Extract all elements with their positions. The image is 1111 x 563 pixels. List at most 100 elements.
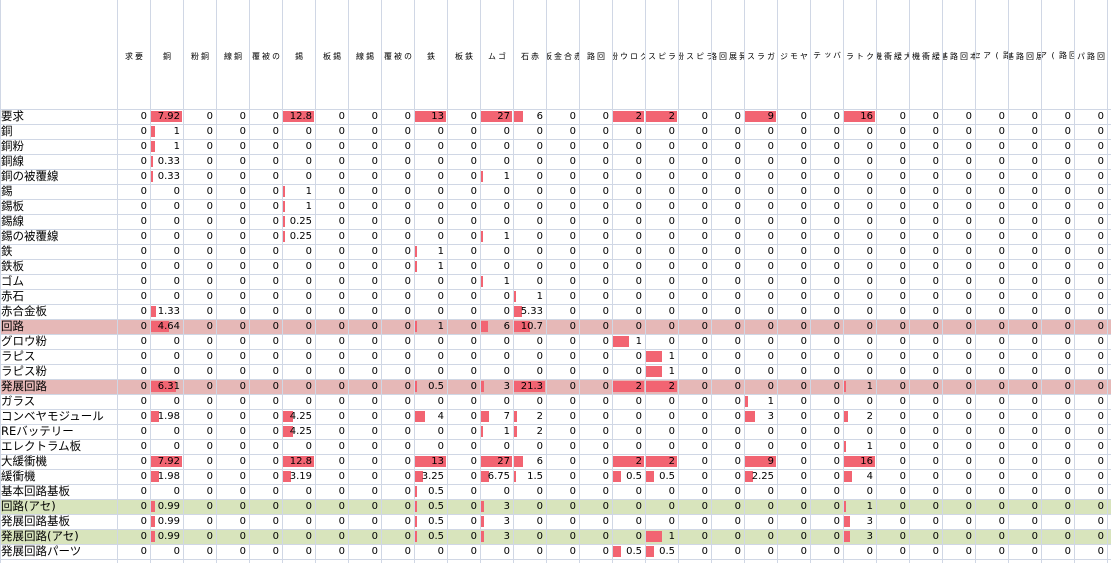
cell-value[interactable]: 0 (569, 516, 576, 527)
cell-value[interactable]: 0 (239, 276, 246, 287)
cell-value[interactable]: 0 (1064, 456, 1071, 467)
cell-value[interactable]: 0 (404, 186, 411, 197)
cell-value[interactable]: 0 (1064, 471, 1071, 482)
cell-value[interactable]: 0 (602, 231, 609, 242)
cell-value[interactable]: 0 (206, 426, 213, 437)
cell-value[interactable]: 0 (536, 486, 543, 497)
cell-value[interactable]: 0 (701, 291, 708, 302)
cell-value[interactable]: 0 (1097, 531, 1104, 542)
cell-value[interactable]: 0 (338, 321, 345, 332)
cell-value[interactable]: 9 (767, 111, 774, 122)
cell-value[interactable]: 0 (1031, 216, 1038, 227)
cell-value[interactable]: 0 (437, 426, 444, 437)
cell-value[interactable]: 0 (206, 411, 213, 422)
cell-value[interactable]: 0 (470, 321, 477, 332)
cell-value[interactable]: 0 (1031, 171, 1038, 182)
cell-value[interactable]: 0 (602, 366, 609, 377)
cell-value[interactable]: 0 (1064, 411, 1071, 422)
cell-value[interactable]: 0.99 (157, 516, 180, 527)
cell-value[interactable]: 0 (437, 201, 444, 212)
cell-value[interactable]: 0 (701, 531, 708, 542)
cell-value[interactable]: 0 (767, 126, 774, 137)
cell-value[interactable]: 0 (536, 366, 543, 377)
cell-value[interactable]: 0 (866, 291, 873, 302)
cell-value[interactable]: 0 (998, 306, 1005, 317)
cell-value[interactable]: 0 (602, 516, 609, 527)
cell-value[interactable]: 0 (272, 351, 279, 362)
cell-value[interactable]: 0 (470, 516, 477, 527)
cell-value[interactable]: 0 (1031, 261, 1038, 272)
cell-value[interactable]: 0 (767, 426, 774, 437)
cell-value[interactable]: 0 (338, 336, 345, 347)
cell-value[interactable]: 0 (1064, 321, 1071, 332)
cell-value[interactable]: 0 (305, 381, 312, 392)
cell-value[interactable]: 0 (767, 531, 774, 542)
cell-value[interactable]: 0 (404, 516, 411, 527)
cell-value[interactable]: 0 (371, 501, 378, 512)
cell-value[interactable]: 0 (965, 141, 972, 152)
cell-value[interactable]: 0 (206, 276, 213, 287)
cell-value[interactable]: 0 (800, 261, 807, 272)
cell-value[interactable]: 0 (734, 156, 741, 167)
cell-value[interactable]: 0 (965, 231, 972, 242)
cell-value[interactable]: 0 (404, 171, 411, 182)
cell-value[interactable]: 0 (602, 321, 609, 332)
cell-value[interactable]: 12.8 (289, 111, 312, 122)
cell-value[interactable]: 4.25 (289, 411, 312, 422)
cell-value[interactable]: 0 (338, 441, 345, 452)
cell-value[interactable]: 0 (965, 411, 972, 422)
cell-value[interactable]: 2 (668, 456, 675, 467)
cell-value[interactable]: 0 (371, 141, 378, 152)
cell-value[interactable]: 0 (503, 156, 510, 167)
cell-value[interactable]: 0 (470, 531, 477, 542)
cell-value[interactable]: 0 (338, 156, 345, 167)
cell-value[interactable]: 0 (1064, 516, 1071, 527)
cell-value[interactable]: 0 (239, 366, 246, 377)
cell-value[interactable]: 0 (173, 486, 180, 497)
cell-value[interactable]: 0 (668, 291, 675, 302)
cell-value[interactable]: 0 (965, 216, 972, 227)
cell-value[interactable]: 0 (1031, 486, 1038, 497)
cell-value[interactable]: 0 (569, 381, 576, 392)
cell-value[interactable]: 0 (602, 501, 609, 512)
cell-value[interactable]: 0 (404, 351, 411, 362)
cell-value[interactable]: 0 (833, 201, 840, 212)
cell-value[interactable]: 2 (668, 111, 675, 122)
cell-value[interactable]: 3 (866, 531, 873, 542)
cell-value[interactable]: 0 (833, 216, 840, 227)
cell-value[interactable]: 0 (140, 216, 147, 227)
cell-value[interactable]: 0 (833, 546, 840, 557)
cell-value[interactable]: 0 (569, 141, 576, 152)
cell-value[interactable]: 0 (998, 321, 1005, 332)
row-label[interactable]: 基本回路基板 (1, 484, 70, 498)
cell-value[interactable]: 0 (965, 186, 972, 197)
cell-value[interactable]: 0 (140, 426, 147, 437)
cell-value[interactable]: 0 (371, 396, 378, 407)
cell-value[interactable]: 0 (404, 141, 411, 152)
cell-value[interactable]: 0.5 (659, 546, 675, 557)
cell-value[interactable]: 0 (899, 351, 906, 362)
cell-value[interactable]: 0 (767, 546, 774, 557)
cell-value[interactable]: 0 (173, 426, 180, 437)
cell-value[interactable]: 0 (965, 156, 972, 167)
cell-value[interactable]: 0 (965, 486, 972, 497)
cell-value[interactable]: 0 (536, 231, 543, 242)
cell-value[interactable]: 0 (1064, 171, 1071, 182)
cell-value[interactable]: 0 (767, 291, 774, 302)
cell-value[interactable]: 0 (833, 396, 840, 407)
cell-value[interactable]: 0 (569, 351, 576, 362)
cell-value[interactable]: 0 (668, 486, 675, 497)
cell-value[interactable]: 0 (1097, 381, 1104, 392)
cell-value[interactable]: 0 (602, 186, 609, 197)
cell-value[interactable]: 0 (767, 381, 774, 392)
cell-value[interactable]: 0 (569, 306, 576, 317)
cell-value[interactable]: 0 (734, 441, 741, 452)
cell-value[interactable]: 0 (998, 441, 1005, 452)
row-label[interactable]: ゴム (1, 274, 24, 288)
cell-value[interactable]: 0 (371, 426, 378, 437)
cell-value[interactable]: 0 (833, 246, 840, 257)
column-header[interactable]: 錫 板 (322, 51, 342, 60)
row-label[interactable]: 錫 (1, 184, 13, 198)
cell-value[interactable]: 0 (272, 291, 279, 302)
